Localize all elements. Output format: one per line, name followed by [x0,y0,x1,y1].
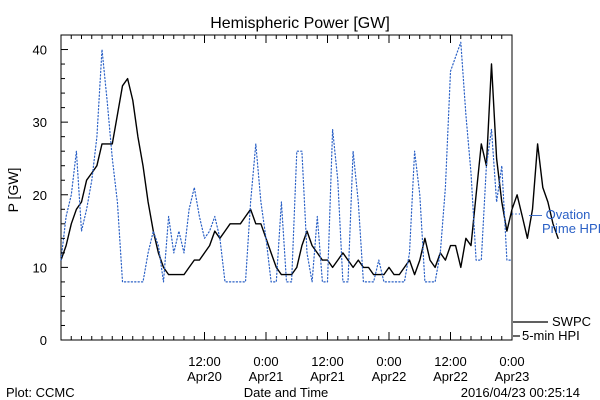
x-tick-label-top: 0:00 [376,354,401,369]
plot-source-label: Plot: CCMC [6,385,75,400]
y-tick-label: 30 [33,115,47,130]
y-tick-label: 20 [33,188,47,203]
chart-title: Hemispheric Power [GW] [210,15,390,32]
chart-series [60,41,559,283]
legend-label-swpc: SWPC [552,314,591,329]
x-tick-label-top: 12:00 [188,354,221,369]
chart-axes [60,34,513,341]
x-tick-label-bottom: Apr22 [372,369,407,384]
x-tick-label-bottom: Apr21 [249,369,284,384]
timestamp-label: 2016/04/23 00:25:14 [461,385,580,400]
y-axis-label: P [GW] [5,168,21,213]
plot-area [60,34,513,341]
x-tick-label-top: 12:00 [311,354,344,369]
x-tick-label-bottom: Apr21 [310,369,345,384]
x-tick-label-top: 0:00 [253,354,278,369]
chart-ticks: 01020304012:00Apr200:00Apr2112:00Apr210:… [33,35,530,384]
x-tick-label-bottom: Apr20 [187,369,222,384]
series-line-ovation-prime-hpi [60,41,513,283]
x-tick-label-bottom: Apr22 [433,369,468,384]
y-tick-label: 10 [33,260,47,275]
y-tick-label: 40 [33,43,47,58]
x-axis-label: Date and Time [244,385,329,400]
x-tick-label-bottom: Apr23 [495,369,530,384]
x-tick-label-top: 0:00 [499,354,524,369]
y-tick-label: 0 [40,333,47,348]
legend-label-ovation: — Ovation [529,207,590,222]
legend-label-ovation-prime-hpi: Prime HPI [542,221,600,236]
x-tick-label-top: 12:00 [434,354,467,369]
series-line-swpc-5-min-hpi [60,63,559,276]
legend-label-5-min-hpi: 5-min HPI [522,328,580,343]
